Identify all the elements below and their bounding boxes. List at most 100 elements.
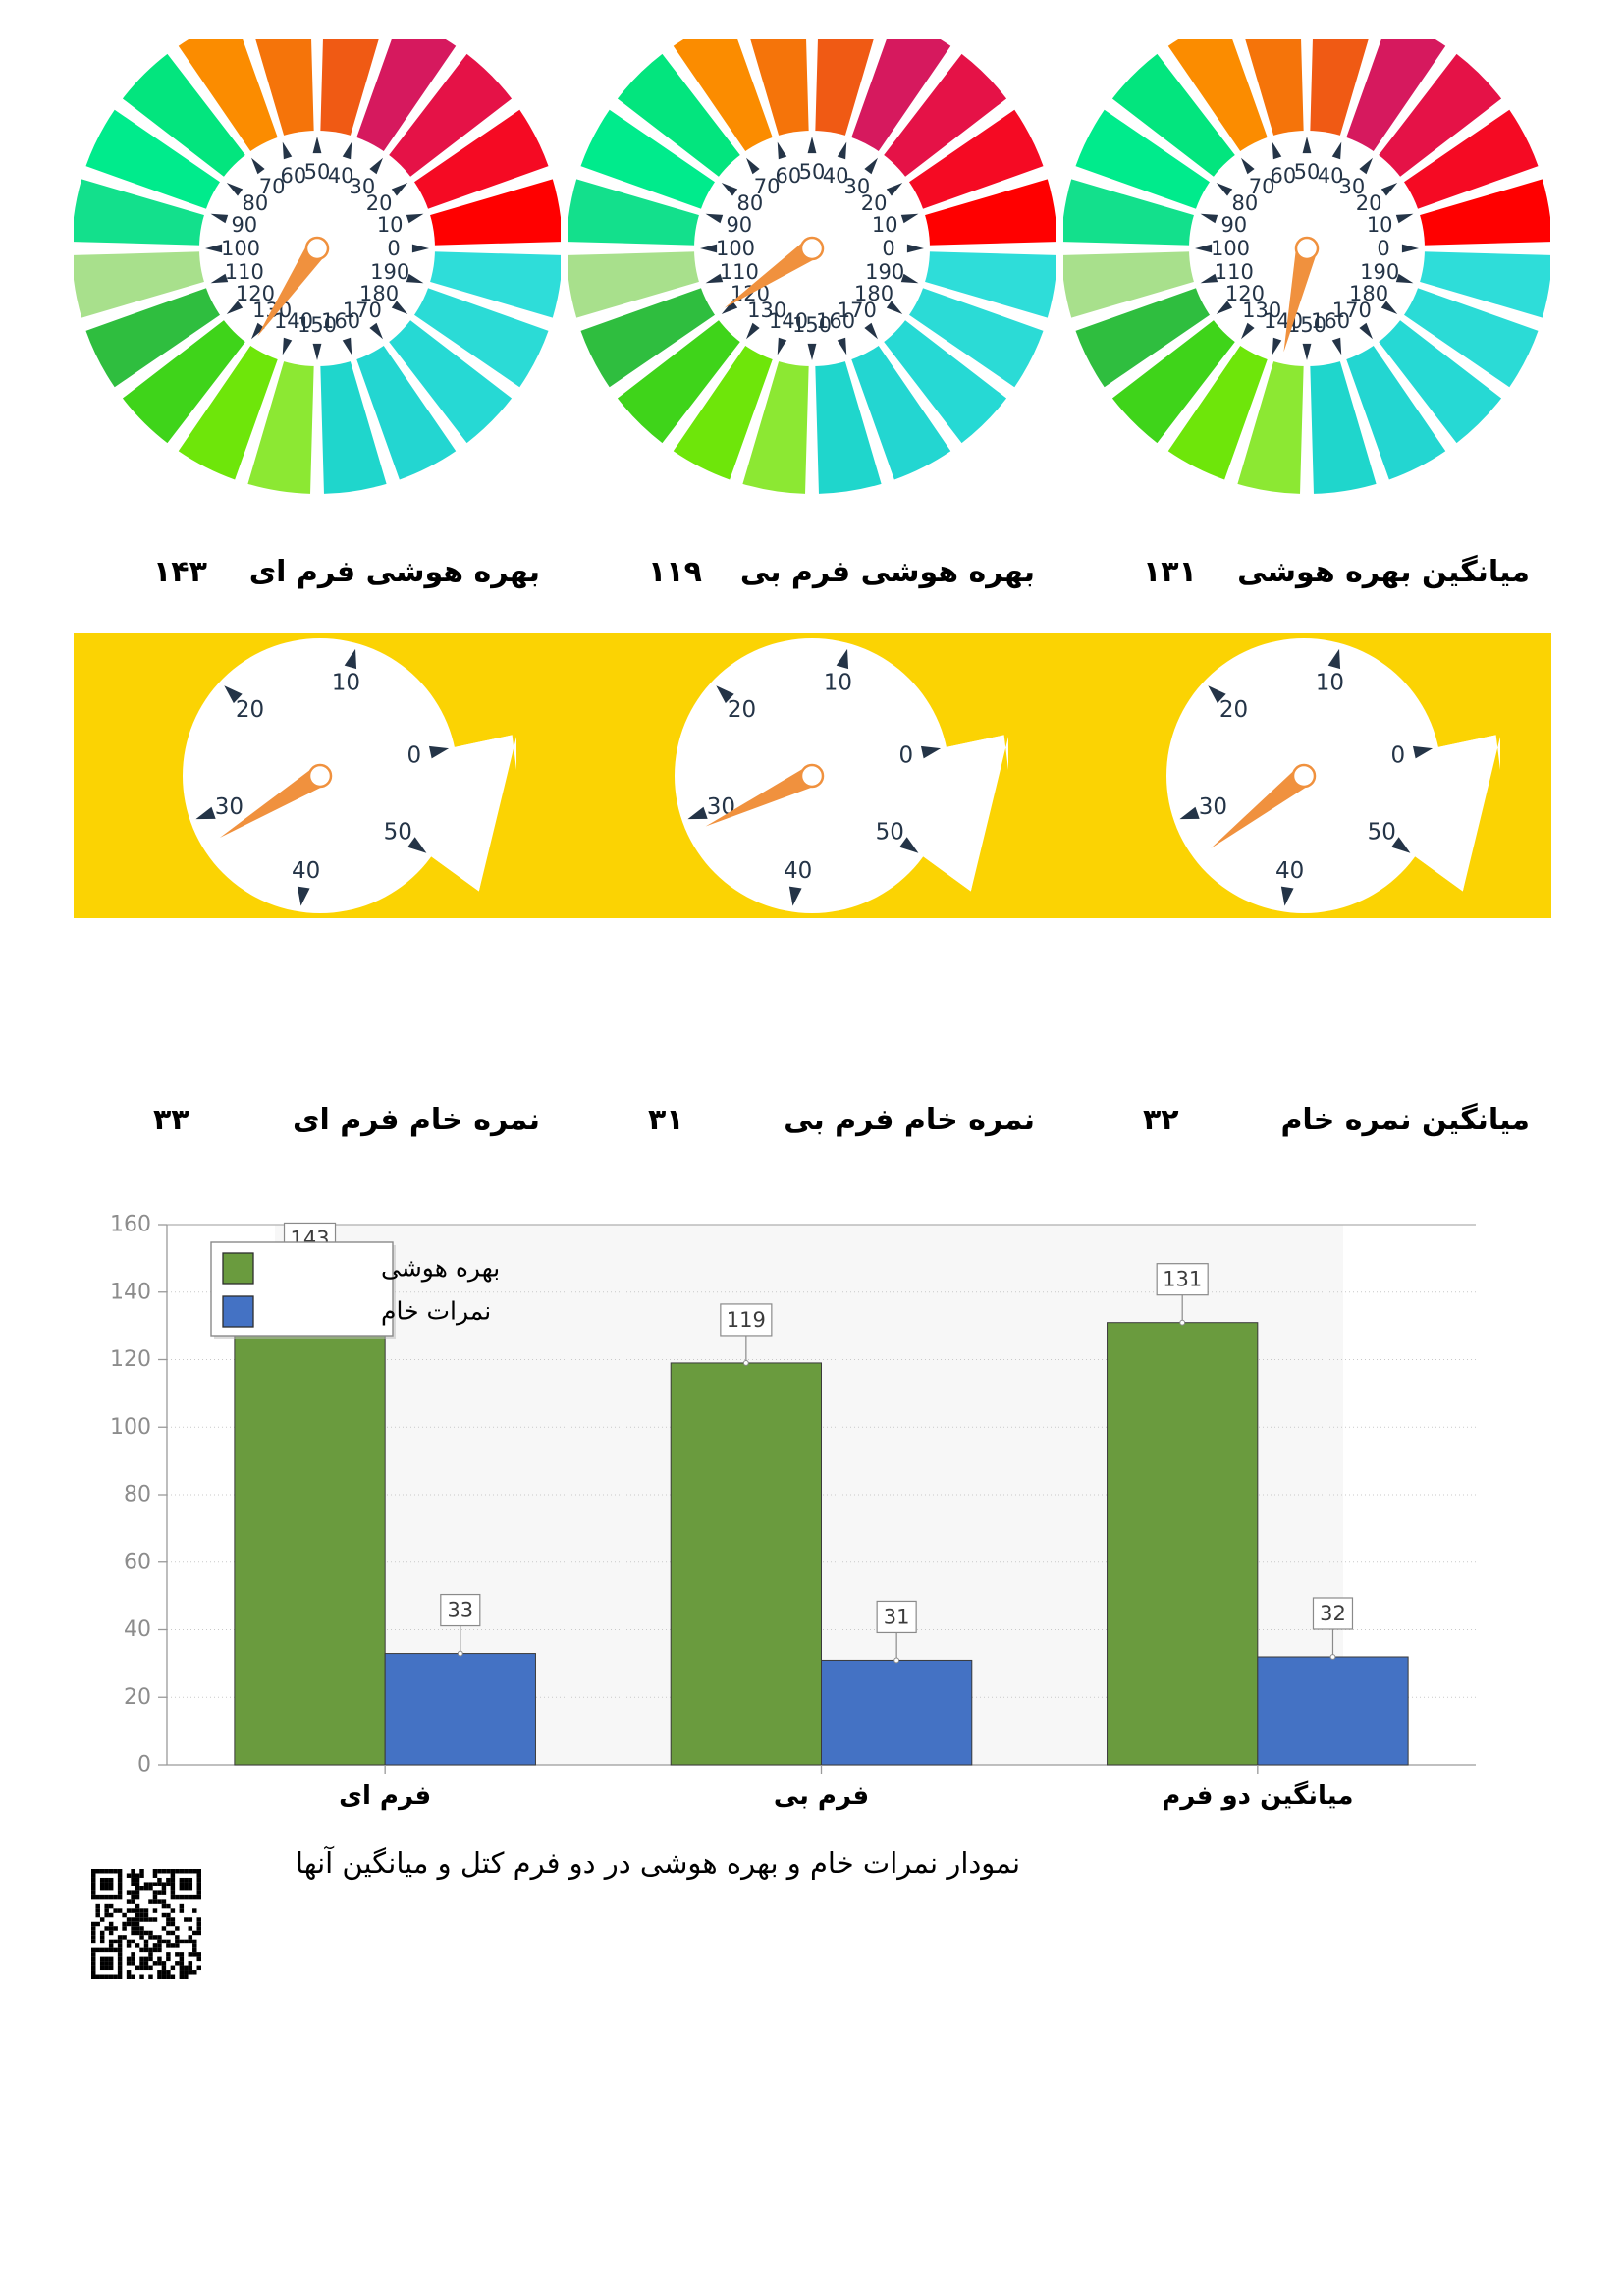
- iq-gauge-row: 0102030405060708090100110120130140150160…: [74, 39, 1551, 540]
- svg-text:100: 100: [1211, 237, 1250, 260]
- svg-text:190: 190: [370, 260, 409, 284]
- svg-text:190: 190: [1360, 260, 1399, 284]
- svg-text:80: 80: [124, 1483, 151, 1507]
- svg-text:10: 10: [377, 213, 404, 237]
- svg-text:60: 60: [776, 164, 802, 188]
- svg-text:0: 0: [1391, 743, 1406, 769]
- raw-label-title: میانگین نمره خام: [1280, 1102, 1530, 1137]
- svg-text:70: 70: [754, 175, 781, 198]
- svg-text:110: 110: [720, 260, 759, 284]
- svg-text:160: 160: [1311, 309, 1350, 333]
- raw-label-average: میانگین نمره خام ۳۲: [1064, 1090, 1551, 1149]
- svg-text:31: 31: [884, 1605, 910, 1628]
- svg-text:140: 140: [769, 309, 808, 333]
- iq-label-form-a: بهره هوشی فرم ای ۱۴۳: [75, 542, 562, 601]
- svg-text:80: 80: [243, 191, 269, 215]
- svg-text:10: 10: [872, 213, 898, 237]
- svg-text:130: 130: [747, 299, 786, 322]
- svg-text:20: 20: [1356, 191, 1382, 215]
- svg-text:40: 40: [1275, 858, 1304, 884]
- svg-text:70: 70: [1249, 175, 1275, 198]
- svg-text:150: 150: [298, 313, 337, 337]
- svg-text:60: 60: [1271, 164, 1297, 188]
- svg-text:50: 50: [1294, 160, 1321, 184]
- raw-gauge-form-b: 0 10 20 30 40 50: [566, 633, 1057, 918]
- svg-text:30: 30: [1199, 794, 1227, 820]
- iq-gauge-form-b: 0102030405060708090100110120130140150160…: [568, 39, 1056, 540]
- svg-text:10: 10: [824, 671, 852, 696]
- raw-label-form-a: نمره خام فرم ای ۳۳: [75, 1090, 562, 1149]
- raw-label-value: ۳۱: [648, 1102, 684, 1137]
- svg-text:40: 40: [784, 858, 812, 884]
- svg-text:40: 40: [292, 858, 320, 884]
- iq-label-title: بهره هوشی فرم ای: [248, 554, 540, 589]
- svg-text:110: 110: [1215, 260, 1254, 284]
- svg-text:170: 170: [343, 299, 382, 322]
- svg-text:70: 70: [259, 175, 286, 198]
- svg-text:60: 60: [281, 164, 307, 188]
- svg-text:90: 90: [726, 213, 752, 237]
- svg-text:40: 40: [124, 1617, 151, 1642]
- svg-text:150: 150: [792, 313, 832, 337]
- raw-label-value: ۳۲: [1143, 1102, 1179, 1137]
- svg-text:30: 30: [349, 175, 375, 198]
- svg-text:20: 20: [1219, 697, 1248, 723]
- svg-text:0: 0: [387, 237, 400, 260]
- svg-text:10: 10: [332, 671, 360, 696]
- svg-text:40: 40: [328, 164, 354, 188]
- svg-text:50: 50: [1368, 820, 1396, 846]
- svg-text:90: 90: [1220, 213, 1247, 237]
- raw-label-form-b: نمره خام فرم بی ۳۱: [569, 1090, 1056, 1149]
- svg-text:120: 120: [236, 282, 275, 305]
- svg-text:50: 50: [384, 820, 412, 846]
- svg-text:40: 40: [823, 164, 849, 188]
- raw-label-title: نمره خام فرم ای: [292, 1102, 540, 1137]
- svg-text:40: 40: [1318, 164, 1344, 188]
- svg-text:80: 80: [1232, 191, 1259, 215]
- svg-text:180: 180: [854, 282, 893, 305]
- svg-text:131: 131: [1163, 1268, 1202, 1291]
- svg-text:نمرات خام: نمرات خام: [381, 1297, 491, 1326]
- svg-text:130: 130: [1242, 299, 1281, 322]
- iq-label-form-b: بهره هوشی فرم بی ۱۱۹: [569, 542, 1056, 601]
- raw-gauge-labels: میانگین نمره خام ۳۲ نمره خام فرم بی ۳۱ ن…: [74, 1090, 1551, 1149]
- svg-text:میانگین دو فرم: میانگین دو فرم: [1162, 1780, 1353, 1811]
- svg-text:0: 0: [1377, 237, 1389, 260]
- svg-text:170: 170: [838, 299, 877, 322]
- svg-text:20: 20: [861, 191, 888, 215]
- svg-text:190: 190: [865, 260, 904, 284]
- svg-text:10: 10: [1367, 213, 1393, 237]
- svg-text:0: 0: [882, 237, 894, 260]
- svg-text:20: 20: [366, 191, 393, 215]
- svg-text:20: 20: [124, 1685, 151, 1710]
- svg-text:20: 20: [728, 697, 756, 723]
- svg-text:50: 50: [304, 160, 331, 184]
- svg-text:32: 32: [1320, 1602, 1346, 1625]
- svg-text:0: 0: [407, 743, 422, 769]
- raw-label-value: ۳۳: [153, 1102, 189, 1137]
- iq-gauge-labels: میانگین بهره هوشی ۱۳۱ بهره هوشی فرم بی ۱…: [74, 542, 1551, 601]
- svg-text:80: 80: [737, 191, 764, 215]
- svg-text:0: 0: [137, 1753, 151, 1777]
- svg-text:50: 50: [799, 160, 826, 184]
- bar-chart-canvas: 0 20 40 60 80 100 120 140 160 143 119 131 33 31 32 فرم …: [93, 1203, 1497, 1812]
- svg-text:0: 0: [899, 743, 914, 769]
- svg-text:160: 160: [816, 309, 855, 333]
- svg-text:60: 60: [124, 1550, 151, 1574]
- iq-label-value: ۱۳۱: [1143, 554, 1197, 589]
- svg-text:180: 180: [359, 282, 399, 305]
- raw-gauge-average: 0 10 20 30 40 50: [74, 633, 566, 918]
- svg-text:120: 120: [1225, 282, 1265, 305]
- iq-gauge-form-a: 0 10 20 30 40 50 60 70 80 90 100 110 120 130 140 150 160…: [1063, 39, 1550, 540]
- svg-text:بهره هوشی: بهره هوشی: [381, 1254, 500, 1284]
- iq-label-title: میانگین بهره هوشی: [1237, 554, 1530, 589]
- svg-text:120: 120: [110, 1347, 151, 1372]
- iq-label-value: ۱۱۹: [648, 554, 702, 589]
- iq-gauge-average: 0102030405060708090100110120130140150160…: [74, 39, 561, 540]
- raw-label-title: نمره خام فرم بی: [784, 1102, 1035, 1137]
- raw-gauge-form-a: 0 10 20 30 40 50: [1057, 633, 1549, 918]
- iq-label-value: ۱۴۳: [153, 554, 207, 589]
- svg-text:33: 33: [447, 1599, 473, 1622]
- svg-text:30: 30: [1338, 175, 1365, 198]
